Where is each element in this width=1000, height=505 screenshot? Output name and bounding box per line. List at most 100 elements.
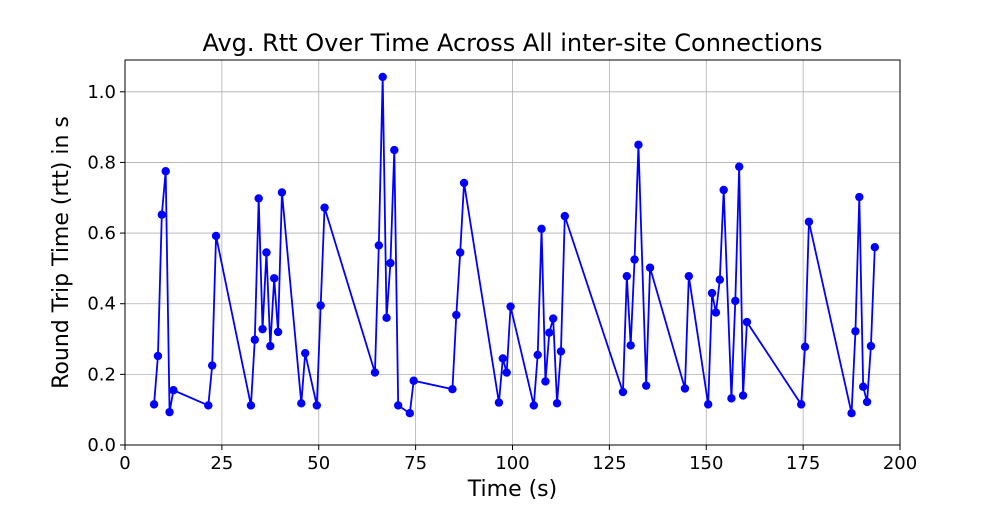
x-tick-label: 125 xyxy=(592,453,626,474)
data-point xyxy=(374,241,384,250)
data-point xyxy=(262,248,271,257)
data-point xyxy=(297,399,306,408)
data-point xyxy=(498,354,508,363)
data-point xyxy=(560,211,570,221)
data-point xyxy=(459,178,469,188)
data-point xyxy=(149,400,159,409)
x-tick-label: 150 xyxy=(689,453,723,474)
data-point xyxy=(506,302,515,311)
data-point xyxy=(738,391,748,400)
x-tick-label: 100 xyxy=(495,453,529,474)
data-point xyxy=(870,243,880,252)
data-point xyxy=(382,313,391,323)
data-point xyxy=(851,327,860,336)
data-point xyxy=(207,361,217,370)
data-point xyxy=(405,409,415,418)
y-axis: 0.0 0.2 0.4 0.6 0.8 1.0 xyxy=(87,82,125,456)
data-point xyxy=(273,327,283,337)
data-point xyxy=(246,401,256,410)
data-point xyxy=(680,384,690,393)
series-rtt xyxy=(149,72,880,418)
data-point xyxy=(165,407,174,417)
data-point xyxy=(452,310,461,320)
data-point xyxy=(847,409,856,418)
x-tick-label: 175 xyxy=(786,453,820,474)
x-tick-label: 25 xyxy=(210,453,233,474)
data-point xyxy=(533,350,542,360)
data-point xyxy=(378,72,387,82)
data-point xyxy=(727,394,736,403)
data-point xyxy=(622,271,632,281)
x-tick-label: 50 xyxy=(307,453,330,474)
data-point xyxy=(169,386,178,395)
data-point xyxy=(254,194,263,203)
data-point xyxy=(742,317,752,327)
data-point xyxy=(618,387,628,397)
data-point xyxy=(258,324,267,334)
data-point xyxy=(715,275,725,284)
data-point xyxy=(796,400,806,409)
data-point xyxy=(552,399,562,408)
data-point xyxy=(711,308,721,317)
data-point xyxy=(393,401,403,410)
data-point xyxy=(316,301,325,310)
data-point xyxy=(153,351,163,361)
series-line xyxy=(153,76,876,415)
data-point xyxy=(734,162,744,171)
x-tick-label: 200 xyxy=(883,453,917,474)
data-point xyxy=(211,231,221,241)
data-point xyxy=(300,348,310,358)
data-point xyxy=(548,314,558,323)
data-point xyxy=(855,192,864,202)
x-tick-label: 75 xyxy=(404,453,427,474)
y-tick-label: 0.6 xyxy=(87,223,116,244)
data-point xyxy=(866,341,876,351)
data-point xyxy=(494,398,504,407)
data-point xyxy=(204,401,213,410)
data-point xyxy=(800,342,810,352)
x-tick-label: 0 xyxy=(119,453,130,474)
data-point xyxy=(641,381,651,390)
data-point xyxy=(448,384,457,394)
data-point xyxy=(250,335,260,344)
data-point xyxy=(858,382,868,391)
data-point xyxy=(529,401,539,410)
data-point xyxy=(409,376,418,385)
data-point xyxy=(545,328,554,337)
chart-title: Avg. Rtt Over Time Across All inter-site… xyxy=(202,29,822,57)
data-point xyxy=(731,296,740,306)
data-point xyxy=(370,368,380,377)
data-point xyxy=(703,400,713,409)
data-point xyxy=(684,271,694,281)
x-axis: 0 25 50 75 100 125 150 175 200 xyxy=(119,445,917,474)
data-point xyxy=(320,203,329,212)
data-point xyxy=(312,401,322,410)
data-point xyxy=(537,224,546,234)
y-tick-label: 0.2 xyxy=(87,364,116,385)
x-axis-label: Time (s) xyxy=(467,477,557,500)
y-tick-label: 0.8 xyxy=(87,152,116,173)
data-point xyxy=(455,248,465,257)
data-point xyxy=(634,140,643,149)
data-point xyxy=(386,258,395,268)
grid xyxy=(124,60,901,446)
data-point xyxy=(630,255,639,264)
data-point xyxy=(862,397,872,407)
data-point xyxy=(719,185,728,195)
data-point xyxy=(390,145,399,155)
data-point xyxy=(502,368,511,377)
data-point xyxy=(277,188,287,197)
data-point xyxy=(541,377,550,386)
y-axis-label: Round Trip Time (rtt) in s xyxy=(49,116,74,389)
data-point xyxy=(269,274,279,283)
data-point xyxy=(161,167,170,176)
y-tick-label: 1.0 xyxy=(87,82,116,103)
y-tick-label: 0.4 xyxy=(87,294,116,315)
data-point xyxy=(626,341,635,350)
data-point xyxy=(804,217,814,226)
y-tick-label: 0.0 xyxy=(87,435,116,456)
data-point xyxy=(266,341,275,351)
data-point xyxy=(707,288,717,298)
